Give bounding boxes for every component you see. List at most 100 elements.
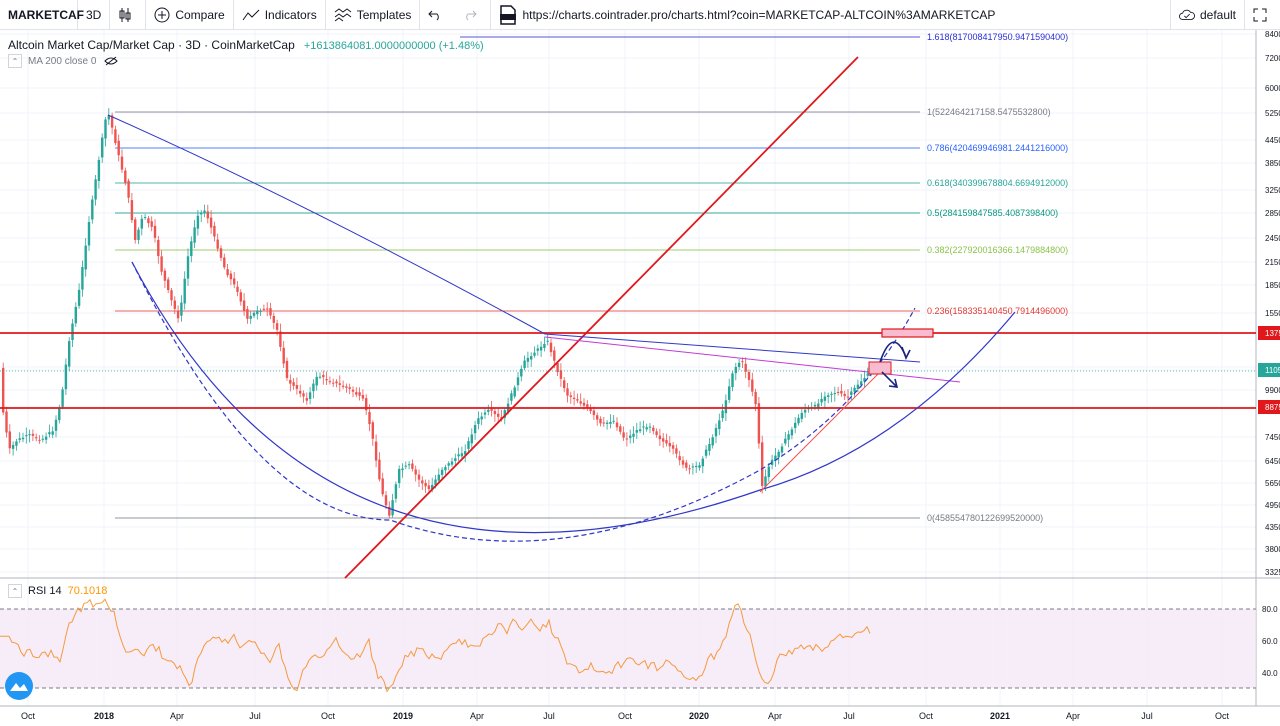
candle-body (391, 500, 394, 516)
candle-body (170, 290, 173, 301)
candle-body (493, 410, 497, 415)
fullscreen-button[interactable] (1244, 0, 1280, 30)
legend-title: Altcoin Market Cap/Market Cap · 3D · Coi… (8, 38, 295, 52)
price-axis-marker (1258, 326, 1280, 340)
candle-body (110, 115, 114, 128)
candle-body (678, 456, 681, 461)
candle-body (622, 432, 625, 438)
candle-body (398, 468, 401, 484)
candle-body (497, 413, 500, 417)
candle-body (130, 200, 134, 221)
collapse-icon[interactable]: ⌃ (8, 54, 22, 68)
candle-body (533, 352, 536, 356)
candle-body (784, 438, 787, 444)
url-field[interactable]: https://charts.cointrader.pro/charts.htm… (491, 0, 1170, 30)
candle-body (160, 256, 163, 272)
candle-body (77, 289, 81, 306)
theme-selector[interactable]: default (1170, 0, 1244, 30)
fib-level-label: 0.618(340399678804.6694912000) (927, 178, 1068, 188)
candle-body (48, 432, 51, 435)
candle-body (658, 435, 662, 440)
candle-body (203, 210, 206, 213)
candle-body (609, 421, 612, 424)
candle-body (213, 225, 216, 237)
price-chart[interactable]: 1.618(817008417950.9471590400) 1(52246421… (0, 30, 1280, 726)
chart-legend: Altcoin Market Cap/Market Cap · 3D · Coi… (8, 38, 484, 52)
candle-body (299, 390, 302, 394)
rsi-legend[interactable]: ⌃ RSI 14 70.1018 (8, 584, 107, 598)
redo-button[interactable] (455, 0, 492, 30)
theme-label: default (1199, 7, 1236, 22)
candle-body (401, 468, 404, 471)
symbol-search[interactable]: MARKETCAF (0, 0, 84, 30)
time-axis-label: Apr (768, 711, 782, 721)
candle-body (229, 273, 233, 280)
candle-body (163, 270, 167, 281)
fibonacci-retracement[interactable]: 1.618(817008417950.9471590400) 1(52246421… (115, 32, 1068, 523)
candle-body (21, 437, 25, 440)
candle-body (503, 410, 506, 418)
candle-body (704, 449, 708, 456)
candle-body (797, 417, 800, 424)
candle-body (417, 474, 421, 480)
candle-body (549, 342, 553, 353)
candle-body (196, 215, 200, 229)
candle-body (477, 418, 480, 424)
fib-level-label: 0.786(420469946981.2441216000) (927, 143, 1068, 153)
candle-body (332, 382, 335, 384)
candle-body (279, 331, 282, 347)
candle-body (619, 426, 622, 432)
undo-button[interactable] (420, 0, 455, 30)
candle-body (167, 279, 170, 290)
candle-body (183, 278, 186, 304)
candle-body (351, 389, 355, 392)
candle-body (728, 386, 731, 400)
candle-body (61, 389, 64, 407)
candle-body (8, 431, 11, 449)
candle-body (120, 156, 124, 170)
rsi-axis-label: 80.0 (1262, 605, 1278, 614)
candle-body (97, 159, 101, 181)
ma-indicator-legend[interactable]: ⌃ MA 200 close 0 (8, 54, 119, 68)
candle-body (315, 376, 318, 386)
candle-body (335, 381, 338, 384)
candle-body (701, 458, 704, 467)
top-toolbar: MARKETCAF 3D Compare Indicators Template… (0, 0, 1280, 30)
candle-body (586, 404, 589, 408)
compare-button[interactable]: Compare (146, 0, 234, 30)
candle-body (2, 367, 5, 413)
url-text: https://charts.cointrader.pro/charts.htm… (522, 7, 996, 22)
candlestick-series (2, 108, 873, 519)
indicators-button[interactable]: Indicators (234, 0, 326, 30)
candle-body (823, 396, 827, 401)
candle-body (572, 397, 576, 400)
candle-body (589, 407, 592, 412)
candle-body (394, 484, 398, 499)
chart-type-button[interactable] (110, 0, 147, 30)
candle-body (625, 438, 629, 440)
collapse-rsi-icon[interactable]: ⌃ (8, 584, 22, 598)
candle-body (794, 422, 797, 428)
candle-body (724, 400, 728, 414)
candle-body (850, 391, 853, 395)
templates-button[interactable]: Templates (326, 0, 421, 30)
hide-eye-icon[interactable] (104, 56, 119, 66)
indicators-label: Indicators (264, 7, 317, 22)
candle-body (341, 385, 345, 387)
candle-body (107, 115, 110, 120)
candle-body (282, 347, 285, 364)
candle-body (757, 403, 761, 444)
candle-body (312, 383, 315, 392)
candle-body (180, 302, 183, 316)
candle-body (262, 308, 266, 310)
candle-body (526, 357, 530, 362)
candle-body (833, 393, 836, 395)
candle-body (302, 393, 305, 397)
price-axis-label: 2850 (1265, 209, 1280, 218)
interval-button[interactable]: 3D (78, 0, 111, 30)
red-trendline (344, 56, 859, 579)
candle-body (223, 257, 226, 268)
candle-body (761, 442, 764, 486)
drawings[interactable] (0, 56, 1256, 579)
blue-arc-dashed (131, 261, 916, 542)
